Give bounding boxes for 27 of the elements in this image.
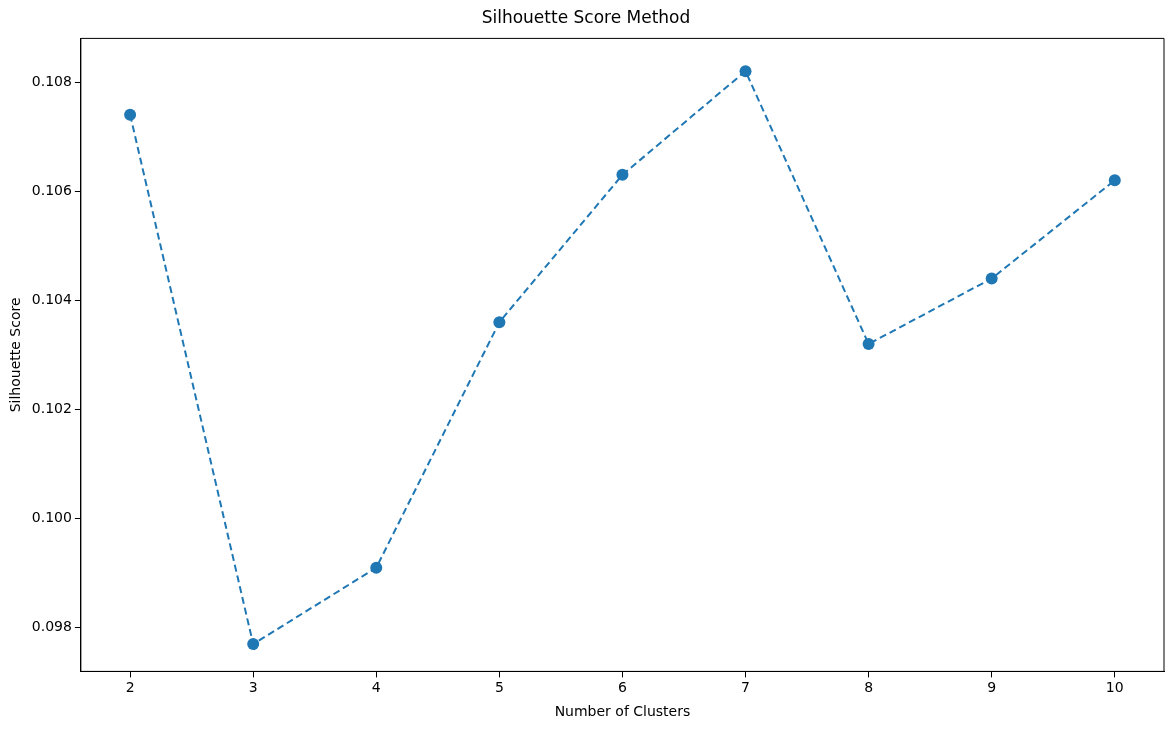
chart-title: Silhouette Score Method xyxy=(481,6,691,27)
y-tick-label: 0.098 xyxy=(31,618,72,635)
point xyxy=(616,168,629,181)
x-tick-label: 5 xyxy=(494,679,504,696)
x-tick-label: 10 xyxy=(1105,679,1124,696)
y-tick-label: 0.102 xyxy=(31,400,72,417)
point xyxy=(1108,174,1121,187)
point xyxy=(370,561,383,574)
y-tick-label: 0.100 xyxy=(31,509,72,526)
y-tick-label: 0.108 xyxy=(31,72,72,89)
point xyxy=(739,65,752,78)
point xyxy=(247,638,260,651)
point xyxy=(493,316,506,329)
point xyxy=(862,337,875,350)
point xyxy=(124,108,137,121)
x-tick-label: 6 xyxy=(617,679,627,696)
x-tick-label: 8 xyxy=(864,679,874,696)
x-axis-title: Number of Clusters xyxy=(554,703,691,720)
x-tick-label: 9 xyxy=(987,679,997,696)
x-tick-label: 3 xyxy=(248,679,258,696)
point xyxy=(985,272,998,285)
y-tick-label: 0.106 xyxy=(31,181,72,198)
x-tick-label: 7 xyxy=(741,679,750,696)
y-tick-label: 0.104 xyxy=(31,290,72,307)
y-axis-title: Silhouette Score xyxy=(7,297,24,413)
x-tick-label: 2 xyxy=(125,679,135,696)
x-tick-label: 4 xyxy=(371,679,381,696)
